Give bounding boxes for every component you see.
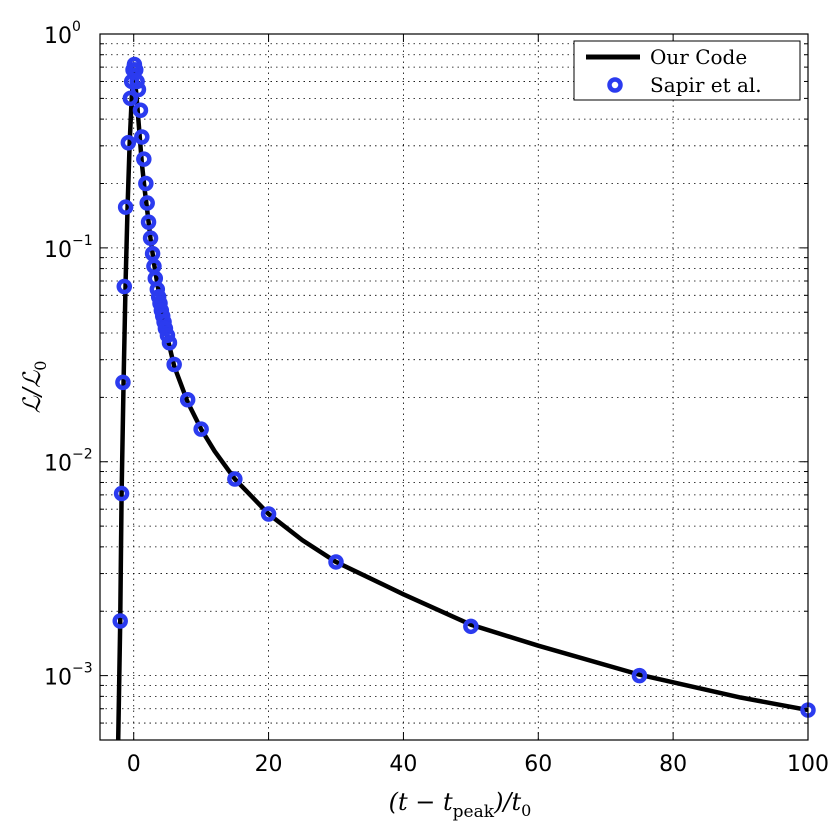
x-tick-label: 20 [255, 752, 283, 777]
data-point [328, 554, 344, 570]
data-point [142, 230, 159, 246]
x-tick-label: 0 [127, 752, 141, 777]
data-point [161, 335, 178, 351]
y-tick-label: 100 [44, 19, 81, 49]
series-line-our-code [115, 67, 808, 740]
x-axis-label: (t − tpeak)/t0 [389, 788, 532, 822]
x-tick-label: 100 [787, 752, 829, 777]
axis-ticks [100, 33, 809, 741]
data-point [463, 618, 479, 635]
data-point [115, 374, 131, 391]
y-tick-label: 10−3 [44, 661, 93, 691]
tick-labels: 0 20 40 60 80 100 10−3 10−2 10−1 100 [44, 19, 829, 777]
grid-lines [100, 33, 809, 741]
data-point [149, 281, 166, 298]
x-tick-label: 80 [659, 752, 687, 777]
data-point [140, 214, 157, 230]
plot-series [112, 56, 816, 740]
series-points-sapir [112, 56, 816, 718]
data-point [179, 391, 196, 408]
data-point [117, 199, 134, 215]
data-point [193, 421, 209, 437]
data-point [166, 356, 182, 373]
x-tick-label: 60 [524, 752, 552, 777]
data-point [116, 278, 133, 295]
plot-frame [99, 33, 809, 741]
y-tick-label: 10−1 [44, 233, 93, 263]
data-point [122, 90, 139, 107]
data-point [227, 471, 243, 487]
legend-label-our-code: Our Code [650, 45, 747, 69]
data-point [129, 73, 145, 90]
legend-label-sapir: Sapir et al. [650, 73, 762, 97]
data-point [631, 667, 648, 684]
x-tick-label: 40 [389, 752, 417, 777]
data-point [113, 485, 130, 502]
data-point [138, 175, 154, 192]
legend-marker-sapir [607, 77, 623, 93]
data-point [136, 151, 152, 167]
data-point [260, 506, 277, 522]
data-point [139, 195, 155, 211]
y-axis-label: ℒ/ℒ0 [18, 361, 50, 414]
legend: Our Code Sapir et al. [573, 40, 801, 101]
data-point [120, 135, 137, 151]
data-point [112, 613, 128, 629]
y-tick-label: 10−2 [44, 447, 93, 477]
data-point [134, 129, 150, 145]
data-point [132, 102, 149, 119]
data-point [130, 81, 147, 98]
data-point [159, 327, 176, 344]
